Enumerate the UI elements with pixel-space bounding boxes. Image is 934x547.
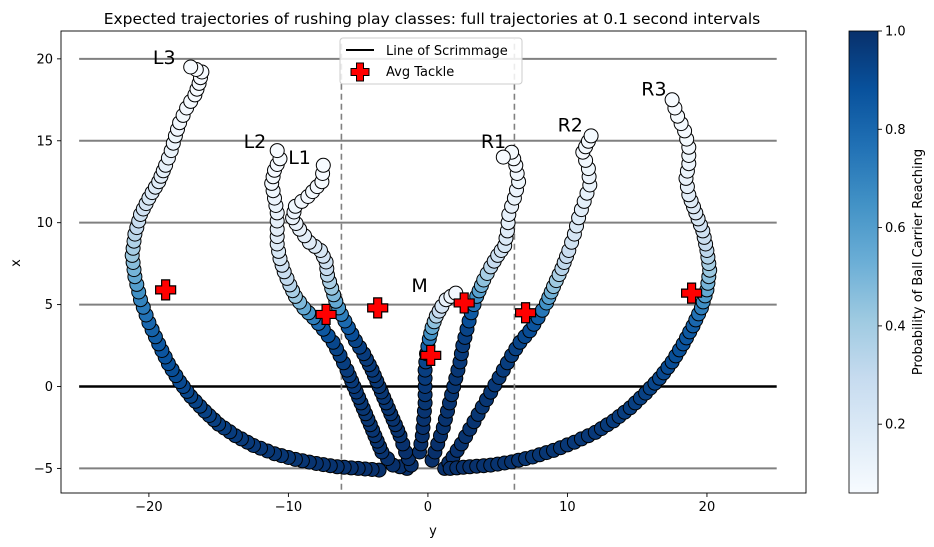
trajectory-point — [664, 92, 680, 108]
colorbar-tick-label: 0.2 — [885, 418, 906, 433]
dashed-boundary-lines — [340, 39, 516, 490]
avg-tackle-marker — [453, 292, 475, 314]
class-label-M: M — [411, 275, 427, 297]
y-tick-label: 15 — [36, 134, 53, 149]
colorbar-gradient — [848, 30, 879, 494]
avg-tackle-marker — [315, 303, 337, 326]
avg-tackle-markers — [155, 279, 703, 366]
plot-area: L3 L2 L1 M R1 R2 R3 −20 −10 0 10 20 −5 0 5 10 15 20 — [34, 30, 807, 515]
series-L3 — [124, 59, 387, 478]
series-R2 — [437, 128, 599, 476]
legend-box — [339, 37, 523, 85]
y-axis-label: x — [9, 259, 24, 267]
trajectory-point — [269, 143, 285, 159]
y-tick-label: 10 — [36, 216, 53, 231]
x-tick-label: −10 — [275, 500, 302, 515]
chart-title: Expected trajectories of rushing play cl… — [104, 10, 761, 28]
y-tick-label: 5 — [45, 298, 53, 313]
x-axis-label: y — [429, 524, 437, 539]
colorbar-tick-label: 0.8 — [885, 123, 906, 138]
trajectory-point — [583, 128, 599, 144]
series-R1 — [424, 144, 527, 468]
play-class-labels: L3 L2 L1 M R1 R2 R3 — [153, 47, 667, 297]
y-tick-label: −5 — [34, 462, 53, 477]
x-tick-label: −20 — [135, 500, 162, 515]
y-axis-ticks: −5 0 5 10 15 20 — [34, 52, 61, 477]
legend-scrimmage-label: Line of Scrimmage — [386, 44, 508, 59]
x-tick-label: 10 — [559, 500, 576, 515]
class-label-L3: L3 — [153, 47, 176, 69]
x-tick-label: 0 — [424, 500, 432, 515]
trajectory-point — [183, 59, 199, 75]
series-M — [412, 285, 464, 460]
series-L1 — [285, 157, 419, 473]
x-axis-ticks: −20 −10 0 10 20 — [135, 493, 715, 515]
y-tick-label: 20 — [36, 52, 53, 67]
trajectory-series — [124, 59, 718, 478]
series-R3 — [442, 92, 718, 476]
avg-tackle-marker — [680, 282, 703, 304]
avg-tackle-marker — [155, 279, 177, 301]
series-L2 — [264, 143, 415, 476]
avg-tackle-marker — [514, 302, 537, 324]
legend-tackle-label: Avg Tackle — [386, 65, 454, 80]
legend: Line of Scrimmage Avg Tackle — [339, 37, 523, 85]
x-tick-label: 20 — [699, 500, 716, 515]
trajectory-point — [315, 157, 331, 173]
y-tick-label: 0 — [45, 380, 53, 395]
class-label-L2: L2 — [244, 131, 267, 153]
colorbar: 0.2 0.4 0.6 0.8 1.0 Probability of Ball Carr… — [848, 25, 926, 494]
colorbar-tick-label: 1.0 — [885, 25, 906, 40]
trajectory-point — [495, 149, 511, 165]
colorbar-tick-label: 0.4 — [885, 319, 906, 334]
legend-tackle-swatch — [350, 62, 370, 82]
class-label-R3: R3 — [641, 78, 666, 100]
class-label-L1: L1 — [288, 147, 311, 169]
plot-frame — [60, 30, 807, 494]
colorbar-label: Probability of Ball Carrier Reaching — [911, 149, 926, 375]
avg-tackle-marker — [367, 297, 389, 319]
class-label-R2: R2 — [558, 114, 583, 136]
class-label-R1: R1 — [481, 131, 506, 153]
colorbar-tick-label: 0.6 — [885, 221, 906, 236]
colorbar-ticks: 0.2 0.4 0.6 0.8 1.0 — [878, 25, 906, 433]
avg-tackle-marker — [420, 344, 442, 366]
